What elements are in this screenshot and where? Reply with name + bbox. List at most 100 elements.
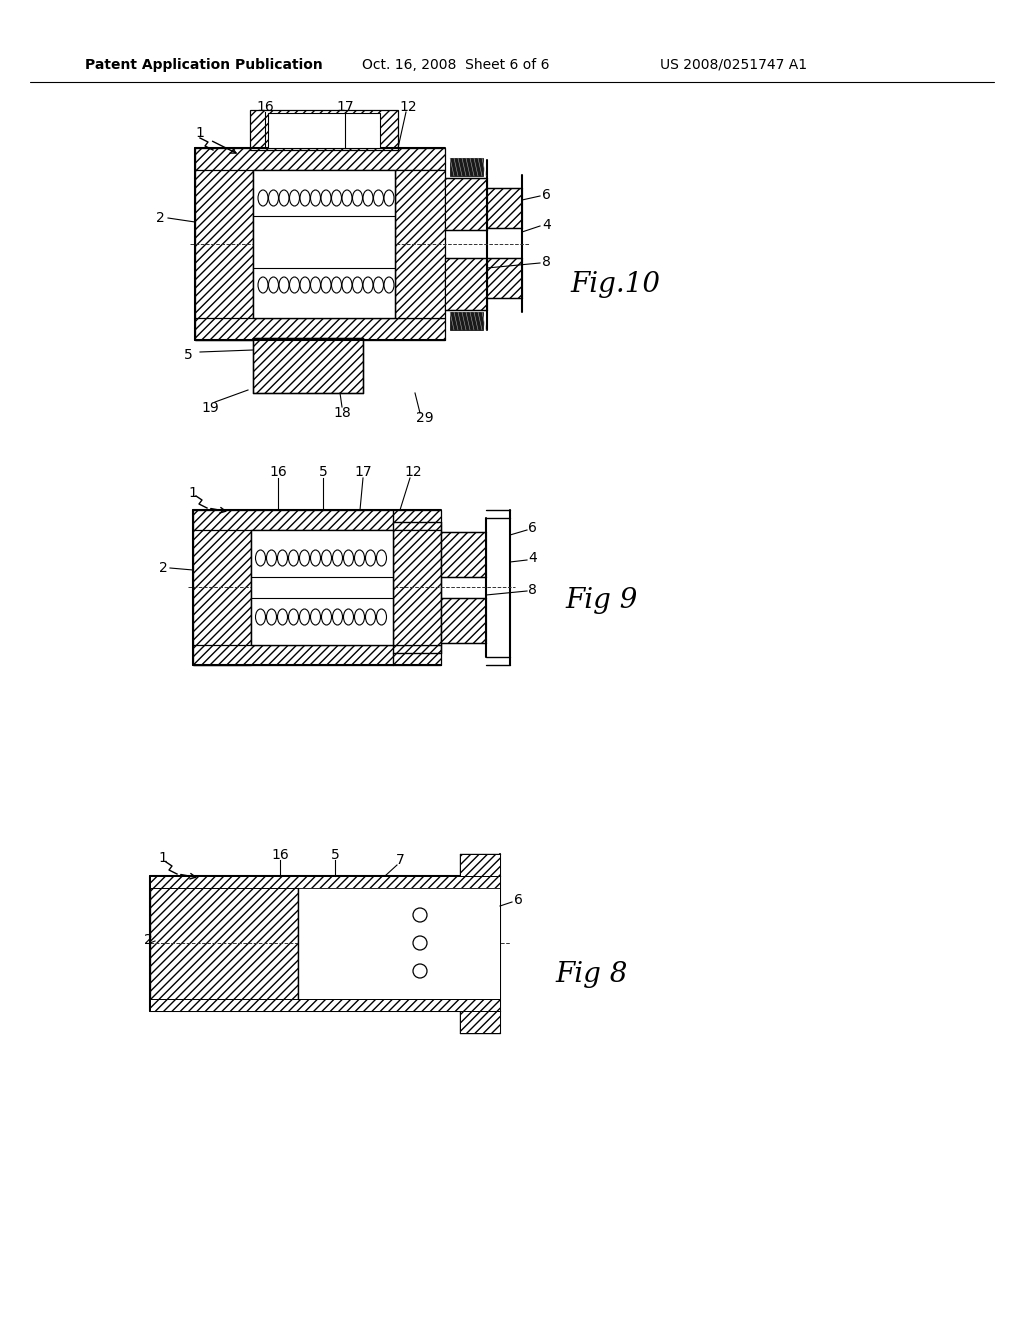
Text: 7: 7 [395,853,404,867]
Circle shape [413,964,427,978]
Ellipse shape [377,550,386,566]
Ellipse shape [366,609,376,624]
Ellipse shape [384,190,394,206]
Ellipse shape [342,190,352,206]
Ellipse shape [256,550,265,566]
Text: 17: 17 [354,465,372,479]
Text: 29: 29 [416,411,434,425]
Ellipse shape [300,277,310,293]
Ellipse shape [342,277,352,293]
Ellipse shape [333,609,342,624]
Ellipse shape [374,190,384,206]
Bar [487,257,522,298]
Ellipse shape [362,277,373,293]
Text: Fig 8: Fig 8 [555,961,628,989]
Text: 2: 2 [156,211,165,224]
Bar [445,178,487,230]
Text: 8: 8 [528,583,537,597]
Ellipse shape [322,550,332,566]
Text: 12: 12 [404,465,422,479]
Ellipse shape [354,609,365,624]
Text: US 2008/0251747 A1: US 2008/0251747 A1 [660,58,807,73]
Bar [445,257,487,310]
Text: Patent Application Publication: Patent Application Publication [85,58,323,73]
Ellipse shape [279,190,289,206]
Bar [450,158,483,176]
Bar [193,645,441,665]
Ellipse shape [343,550,353,566]
Ellipse shape [362,190,373,206]
Text: 5: 5 [331,847,339,862]
Bar [253,170,395,318]
Text: Fig.10: Fig.10 [570,272,660,298]
Bar [150,999,500,1011]
Ellipse shape [289,550,299,566]
Bar [150,876,500,888]
Bar [195,318,445,341]
Bar [195,148,253,341]
Circle shape [413,908,427,921]
Bar [195,148,445,170]
Text: 6: 6 [542,187,551,202]
Bar [268,114,380,148]
Ellipse shape [256,609,265,624]
Ellipse shape [322,609,332,624]
Ellipse shape [268,277,279,293]
Text: 19: 19 [201,401,219,414]
Text: 16: 16 [269,465,287,479]
Ellipse shape [290,277,299,293]
Text: 16: 16 [256,100,273,114]
Text: 17: 17 [336,100,354,114]
Text: 8: 8 [542,255,551,269]
Ellipse shape [310,277,321,293]
Ellipse shape [268,190,279,206]
Text: 16: 16 [271,847,289,862]
Ellipse shape [300,190,310,206]
Text: Fig 9: Fig 9 [565,586,637,614]
Ellipse shape [352,190,362,206]
Text: Oct. 16, 2008  Sheet 6 of 6: Oct. 16, 2008 Sheet 6 of 6 [362,58,550,73]
Ellipse shape [310,190,321,206]
Text: 4: 4 [542,218,551,232]
Ellipse shape [279,277,289,293]
Ellipse shape [290,190,299,206]
Ellipse shape [366,550,376,566]
Bar [460,1011,500,1034]
Ellipse shape [352,277,362,293]
Text: 1: 1 [196,125,205,140]
Ellipse shape [278,609,288,624]
Text: 6: 6 [514,894,523,907]
Bar [441,598,486,643]
Text: 1: 1 [188,486,198,500]
Text: 12: 12 [399,100,417,114]
Text: 18: 18 [333,407,351,420]
Ellipse shape [321,277,331,293]
Ellipse shape [377,609,386,624]
Ellipse shape [333,550,342,566]
Bar [395,170,445,318]
Ellipse shape [299,550,309,566]
Ellipse shape [258,277,268,293]
Ellipse shape [289,609,299,624]
Ellipse shape [266,609,276,624]
Bar [150,886,298,1001]
Bar [441,532,486,577]
Ellipse shape [332,190,341,206]
Bar [298,888,500,999]
Text: 1: 1 [159,851,168,865]
Bar [460,854,500,876]
Ellipse shape [258,190,268,206]
Text: 2: 2 [159,561,167,576]
Circle shape [413,936,427,950]
Ellipse shape [384,277,394,293]
Bar [251,531,393,645]
Ellipse shape [374,277,384,293]
Ellipse shape [343,609,353,624]
Bar [487,187,522,228]
Text: 5: 5 [318,465,328,479]
Ellipse shape [310,550,321,566]
Bar [393,531,441,645]
Bar [450,312,483,330]
Text: 4: 4 [528,550,537,565]
Text: 6: 6 [528,521,537,535]
